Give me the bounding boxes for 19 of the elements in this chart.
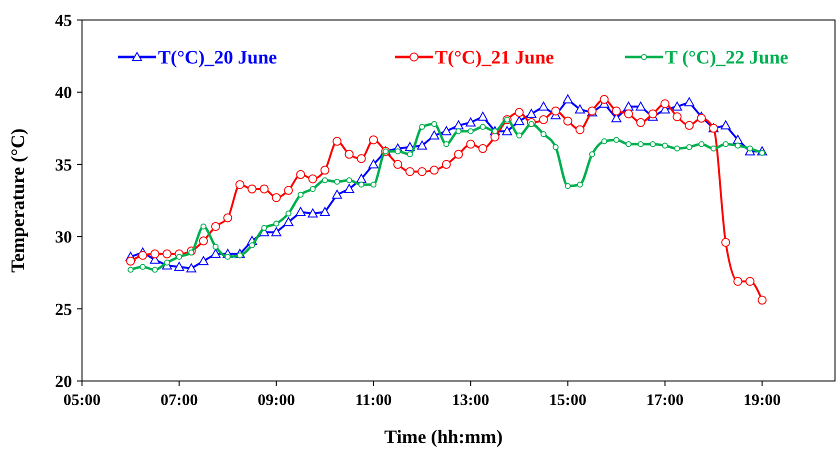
y-tick-label: 25 (55, 300, 72, 319)
legend-label: T(°C)_21 June (435, 48, 554, 69)
x-tick-label: 09:00 (258, 392, 295, 409)
y-axis-title: Temperature (°C) (8, 128, 29, 273)
x-axis-title: Time (hh:mm) (384, 427, 503, 448)
x-tick-label: 13:00 (452, 392, 490, 409)
legend-label: T(°C)_20 June (158, 48, 277, 69)
y-tick-label: 30 (55, 228, 72, 247)
y-tick-label: 35 (55, 155, 72, 174)
x-tick-label: 19:00 (743, 392, 781, 409)
y-tick-label: 45 (55, 10, 72, 30)
y-tick-label: 40 (55, 83, 72, 102)
x-tick-label: 17:00 (646, 392, 684, 409)
x-tick-label: 15:00 (549, 392, 586, 409)
legend-label: T (°C)_22 June (665, 48, 788, 69)
x-tick-label: 05:00 (63, 392, 101, 409)
x-tick-label: 07:00 (160, 392, 198, 409)
y-tick-label: 20 (55, 372, 72, 391)
x-tick-label: 11:00 (355, 392, 392, 409)
